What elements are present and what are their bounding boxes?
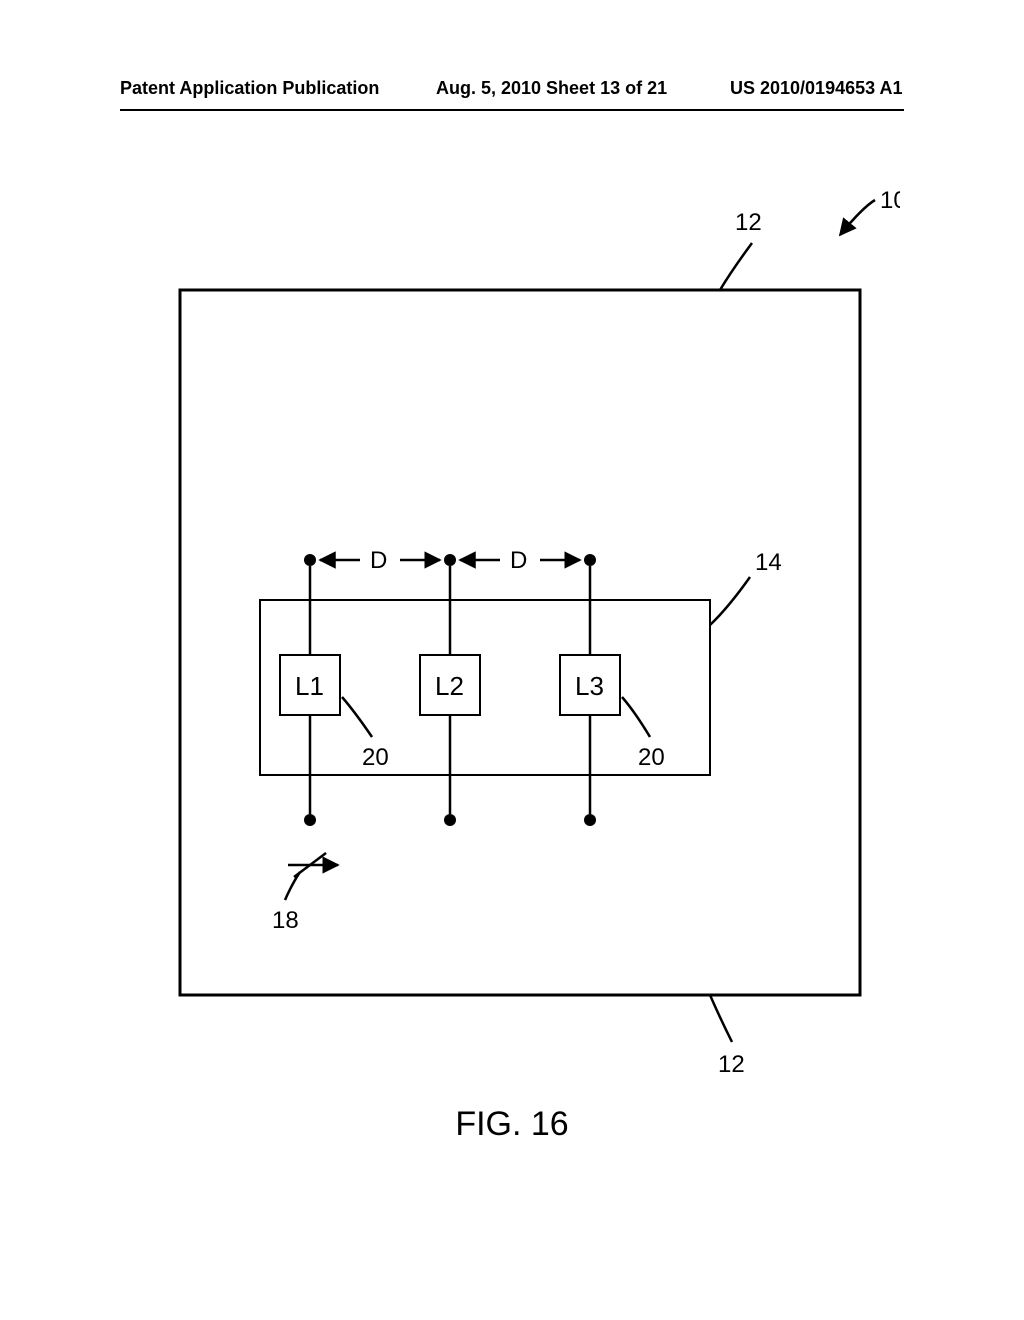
- ref20-right-label: 20: [638, 744, 665, 771]
- box-l3-label: L3: [575, 671, 604, 701]
- ref20-left-leader: [342, 697, 372, 737]
- ref10-leader-arrow: [840, 200, 875, 235]
- ref20-right-leader: [622, 697, 650, 737]
- header-right: US 2010/0194653 A1: [730, 78, 902, 99]
- ref14-leader: [710, 577, 750, 625]
- header-center: Aug. 5, 2010 Sheet 13 of 21: [436, 78, 667, 99]
- top-dot-2: [444, 554, 456, 566]
- top-dot-1: [304, 554, 316, 566]
- bot-dot-2: [444, 814, 456, 826]
- ref18-label: 18: [272, 907, 299, 934]
- box-l2-label: L2: [435, 671, 464, 701]
- diagram-container: 10 12 14 D D: [120, 180, 900, 1080]
- d-right-label: D: [510, 547, 527, 574]
- bot-dot-1: [304, 814, 316, 826]
- top-dot-3: [584, 554, 596, 566]
- ref12-top-label: 12: [735, 209, 762, 236]
- outer-box: [180, 290, 860, 995]
- box-l1-label: L1: [295, 671, 324, 701]
- ref20-left-label: 20: [362, 744, 389, 771]
- ref12-top-leader: [720, 243, 752, 290]
- patent-page: Patent Application Publication Aug. 5, 2…: [0, 0, 1024, 1320]
- header-left: Patent Application Publication: [120, 78, 379, 99]
- bot-dot-3: [584, 814, 596, 826]
- ref18-leader: [285, 872, 300, 900]
- d-left-label: D: [370, 547, 387, 574]
- ref12-bottom-label: 12: [718, 1051, 745, 1078]
- ref12-bottom-leader: [710, 995, 732, 1042]
- diagram-svg: 10 12 14 D D: [120, 180, 900, 1080]
- ref14-label: 14: [755, 549, 782, 576]
- ref10-label: 10: [880, 187, 900, 214]
- header-underline: [120, 109, 904, 111]
- figure-caption: FIG. 16: [0, 1105, 1024, 1144]
